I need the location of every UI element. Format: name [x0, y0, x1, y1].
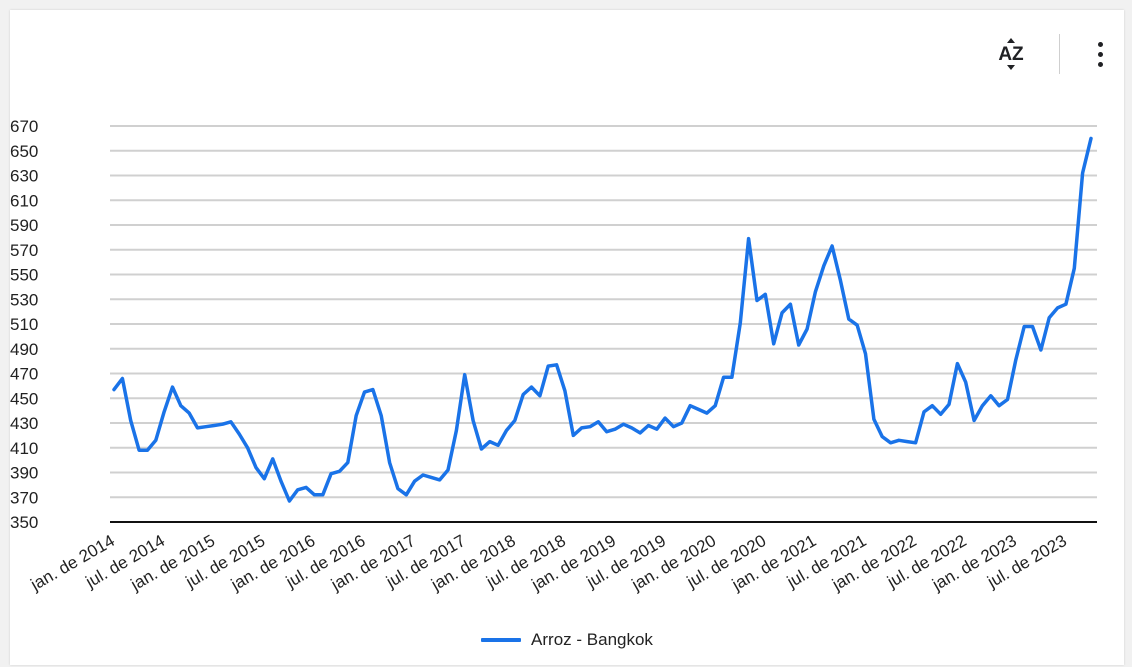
- menu-dot: [1097, 61, 1103, 67]
- y-tick-label: 350: [10, 513, 38, 532]
- y-tick-label: 510: [10, 315, 38, 334]
- y-tick-label: 430: [10, 414, 38, 433]
- gridlines: [110, 125, 1097, 523]
- chart-toolbar: AZ: [989, 26, 1110, 82]
- y-tick-label: 570: [10, 241, 38, 260]
- y-tick-label: 610: [10, 191, 38, 210]
- y-tick-label: 670: [10, 117, 38, 136]
- y-tick-label: 470: [10, 365, 38, 384]
- y-tick-label: 370: [10, 488, 38, 507]
- sort-az-glyph: AZ: [998, 38, 1024, 70]
- sort-alphabetical-icon[interactable]: AZ: [989, 32, 1033, 76]
- y-tick-label: 390: [10, 464, 38, 483]
- series-line[interactable]: [112, 136, 1093, 503]
- y-tick-label: 410: [10, 439, 38, 458]
- sort-label: AZ: [998, 44, 1024, 65]
- y-axis-ticks: 350 370 390 410 430 450 470 490 510 530 550 570 590 6…: [10, 117, 38, 532]
- menu-dot: [1097, 41, 1103, 47]
- series-lines: [112, 136, 1093, 503]
- y-tick-label: 530: [10, 290, 38, 309]
- legend[interactable]: Arroz - Bangkok: [10, 630, 1124, 650]
- more-vert-icon[interactable]: [1090, 32, 1110, 76]
- legend-swatch: [481, 638, 522, 642]
- y-tick-label: 550: [10, 266, 38, 285]
- chart-card: AZ 350 370 390 410 430 450 470 490 510 530 550 570 5…: [10, 10, 1124, 665]
- y-tick-label: 630: [10, 167, 38, 186]
- y-tick-label: 450: [10, 389, 38, 408]
- line-chart: 350 370 390 410 430 450 470 490 510 530 550 570 590 6…: [10, 117, 1097, 595]
- y-tick-label: 590: [10, 216, 38, 235]
- y-tick-label: 490: [10, 340, 38, 359]
- toolbar-divider: [1059, 34, 1060, 74]
- legend-label: Arroz - Bangkok: [531, 630, 653, 649]
- y-tick-label: 650: [10, 142, 38, 161]
- menu-dot: [1097, 51, 1103, 57]
